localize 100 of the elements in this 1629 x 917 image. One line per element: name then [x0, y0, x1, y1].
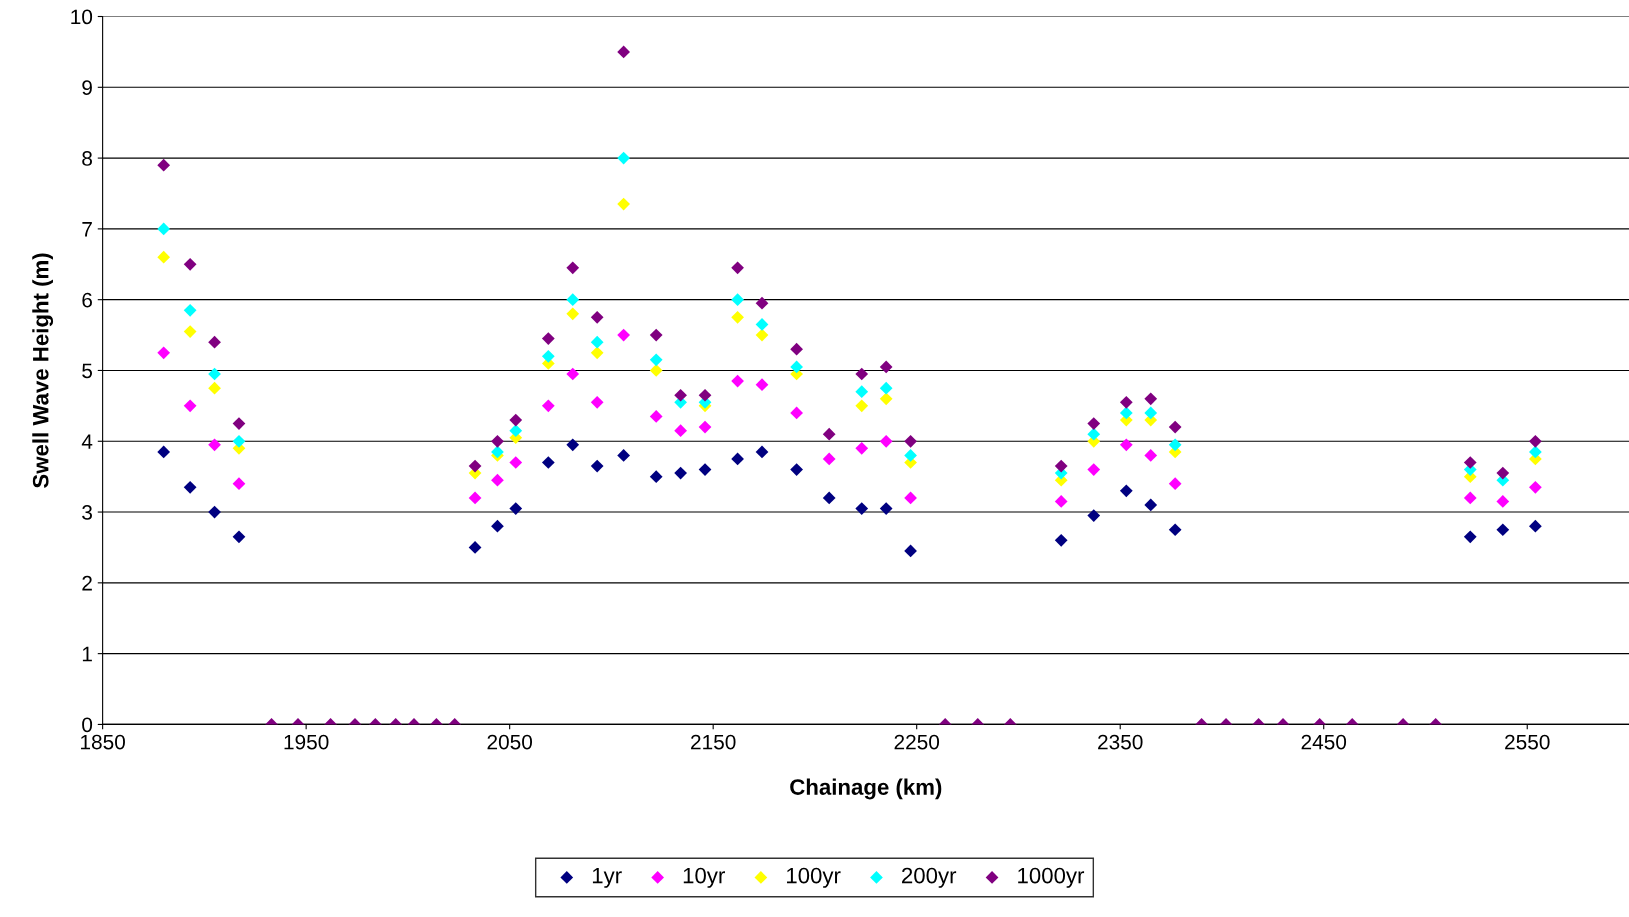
- x-axis-title: Chainage (km): [790, 778, 942, 800]
- point: [590, 346, 604, 360]
- point: [649, 470, 663, 484]
- point: [790, 360, 803, 374]
- point: [1168, 523, 1182, 537]
- point: [1529, 434, 1542, 448]
- point: [509, 424, 523, 438]
- point: [731, 261, 744, 275]
- point: [649, 353, 663, 367]
- point: [1463, 530, 1477, 544]
- point: [232, 434, 246, 448]
- point: [183, 399, 197, 413]
- point: [1119, 406, 1133, 420]
- point: [1168, 438, 1182, 452]
- point: [590, 335, 604, 349]
- point: [566, 293, 580, 307]
- point: [157, 250, 171, 264]
- y-tick-label: 4: [81, 434, 93, 449]
- point: [183, 303, 197, 317]
- point: [1496, 466, 1510, 480]
- point: [617, 151, 630, 165]
- point: [491, 434, 504, 448]
- x-tick-label: 1850: [81, 734, 125, 750]
- y-tick-label: 7: [82, 222, 92, 237]
- point: [755, 328, 769, 342]
- point: [491, 445, 504, 459]
- point: [1529, 519, 1542, 533]
- y-tick-label: 8: [82, 151, 92, 166]
- point: [1463, 491, 1477, 505]
- point: [590, 459, 604, 473]
- point: [566, 261, 580, 275]
- point: [183, 480, 197, 494]
- point: [617, 449, 630, 462]
- point: [1144, 498, 1158, 512]
- point: [541, 349, 555, 363]
- point: [590, 311, 604, 324]
- point: [157, 158, 171, 172]
- point: [674, 466, 687, 480]
- point: [491, 473, 504, 487]
- point: [904, 449, 917, 462]
- y-tick-label: 6: [82, 292, 92, 308]
- point: [157, 222, 171, 236]
- point: [491, 519, 504, 533]
- point: [855, 399, 869, 413]
- point: [855, 502, 869, 515]
- point: [617, 197, 630, 211]
- legend-label: 1yr: [592, 867, 622, 888]
- point: [509, 502, 523, 515]
- point: [1054, 495, 1068, 508]
- point: [879, 502, 893, 515]
- point: [1119, 395, 1133, 409]
- point: [755, 378, 769, 391]
- point: [879, 381, 893, 395]
- x-tick-label: 2250: [894, 734, 940, 750]
- point: [1119, 438, 1133, 452]
- point: [1144, 392, 1158, 406]
- point: [566, 367, 580, 381]
- point: [1144, 406, 1158, 420]
- point: [731, 311, 744, 324]
- x-tick-label: 2050: [487, 734, 533, 750]
- point: [855, 441, 869, 455]
- point: [904, 434, 917, 448]
- point: [208, 335, 221, 349]
- point: [541, 399, 555, 413]
- point: [790, 463, 803, 476]
- point: [904, 491, 917, 505]
- point: [698, 420, 712, 434]
- point: [1087, 509, 1101, 522]
- legend-label: 200yr: [902, 867, 957, 888]
- y-tick-label: 9: [82, 80, 92, 96]
- point: [1087, 417, 1101, 430]
- x-tick-label: 2550: [1505, 734, 1550, 750]
- point: [183, 325, 197, 338]
- point: [731, 452, 744, 466]
- legend-label: 1000yr: [1018, 867, 1085, 888]
- y-tick-label: 0: [82, 717, 93, 733]
- point: [1144, 449, 1158, 462]
- legend-label: 10yr: [683, 867, 725, 888]
- point: [1529, 445, 1542, 459]
- point: [617, 45, 630, 59]
- point: [674, 424, 687, 438]
- point: [1168, 420, 1182, 434]
- point: [541, 332, 555, 345]
- point: [183, 257, 197, 271]
- y-tick-label: 5: [82, 363, 93, 379]
- point: [649, 410, 663, 423]
- point: [755, 445, 769, 459]
- point: [790, 342, 803, 356]
- point: [509, 413, 523, 427]
- x-tick-label: 2450: [1301, 734, 1347, 750]
- point: [649, 364, 663, 377]
- point: [566, 307, 580, 321]
- point: [1496, 495, 1510, 508]
- point: [232, 477, 246, 491]
- point: [1054, 534, 1068, 547]
- point: [855, 385, 869, 399]
- point: [731, 293, 744, 307]
- point: [541, 456, 555, 469]
- point: [649, 328, 663, 342]
- point: [755, 296, 769, 310]
